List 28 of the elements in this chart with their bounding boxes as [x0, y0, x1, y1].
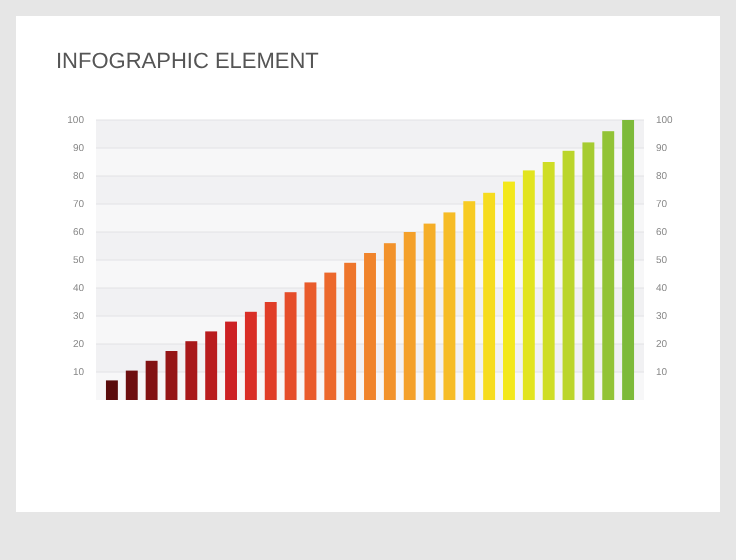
bar — [284, 292, 297, 400]
bar — [125, 370, 138, 400]
bar — [423, 223, 436, 400]
bar — [225, 321, 237, 400]
bar — [324, 272, 337, 400]
bar — [364, 253, 376, 400]
bar — [562, 150, 575, 400]
bar — [522, 170, 535, 400]
bar — [185, 341, 198, 400]
bar — [344, 262, 357, 400]
bar — [145, 360, 158, 400]
bar — [105, 380, 118, 400]
chart-title: INFOGRAPHIC ELEMENT — [56, 50, 320, 74]
bar — [602, 131, 615, 400]
bar — [542, 162, 555, 400]
bar — [205, 331, 218, 400]
bar — [622, 120, 635, 400]
bar — [304, 282, 317, 400]
bar — [244, 311, 257, 400]
bar — [443, 212, 456, 400]
bar — [483, 192, 496, 400]
bar — [503, 181, 515, 400]
bar — [383, 243, 396, 400]
bar — [165, 351, 178, 400]
bar — [264, 302, 277, 400]
bar — [463, 201, 476, 400]
bar — [403, 232, 416, 400]
bar — [582, 142, 595, 400]
